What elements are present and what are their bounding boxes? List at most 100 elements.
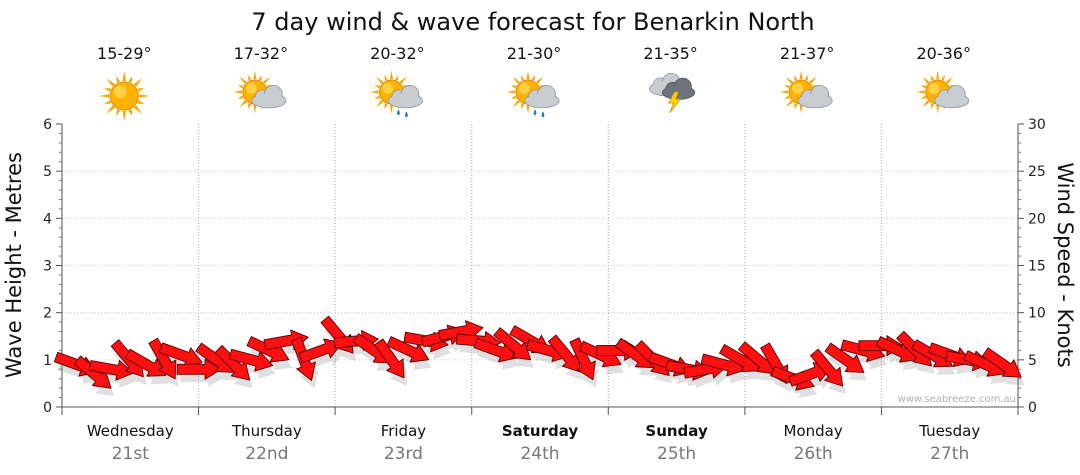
sun-ray xyxy=(376,76,384,84)
sun-ray xyxy=(106,78,116,87)
sun-ray xyxy=(247,74,252,81)
source-credit: www.seabreeze.com.au xyxy=(898,394,1016,405)
sun-ray xyxy=(115,75,121,83)
rain-drop xyxy=(541,111,545,118)
sun-ray xyxy=(139,94,150,98)
sun-ray xyxy=(922,76,930,84)
sun-ray xyxy=(394,74,399,81)
sun-ray xyxy=(237,95,244,100)
wind-speed-axis-title: Wind Speed - Knots xyxy=(1053,162,1077,367)
wind-arrow xyxy=(386,336,430,363)
temperature-label: 21-37° xyxy=(780,44,835,63)
sun-ray xyxy=(115,109,121,117)
sun-ray xyxy=(133,78,143,87)
sun-highlight xyxy=(113,85,127,99)
wave-tick-label: 3 xyxy=(43,259,52,275)
sun-ray xyxy=(104,87,112,92)
sun-ray xyxy=(794,103,798,110)
day-name-label: Friday xyxy=(381,422,427,440)
temperature-label: 20-36° xyxy=(916,44,971,63)
sun-ray xyxy=(785,100,794,108)
sun-ray xyxy=(506,90,516,94)
sun-ray xyxy=(512,76,520,84)
sun-ray xyxy=(930,74,935,81)
sun-ray xyxy=(374,95,381,100)
wave-tick-label: 2 xyxy=(43,306,52,322)
wind-arrow xyxy=(176,358,222,380)
partly-cloudy-icon xyxy=(916,70,970,114)
sun-ray xyxy=(936,104,940,114)
wind-arrow xyxy=(810,348,844,387)
temperature-label: 21-30° xyxy=(507,44,562,63)
day-header: 15-29° 17-32° 20-32° 21-30° 21-35° 21-37° 20-3… xyxy=(97,44,971,122)
cloud-fill xyxy=(526,93,558,107)
wind-tick-label: 30 xyxy=(1028,117,1046,133)
wind-arrow xyxy=(214,345,251,381)
sun-ray xyxy=(247,103,252,110)
sun-ray xyxy=(536,76,544,84)
cloud-shape xyxy=(524,85,560,109)
sun-ray xyxy=(262,76,271,84)
sun-ray xyxy=(510,84,517,89)
sun-ray xyxy=(369,90,379,94)
cloud-shape xyxy=(934,85,970,109)
wind-arrows xyxy=(53,315,1022,391)
day-date-label: 25th xyxy=(657,444,696,464)
wind-tick-label: 20 xyxy=(1028,211,1046,227)
sun-highlight xyxy=(519,83,530,94)
sun-ray xyxy=(137,100,145,105)
sun-ray xyxy=(374,84,381,89)
wind-arrow xyxy=(124,348,167,377)
rain-drop xyxy=(533,109,537,116)
sun-ray xyxy=(239,100,247,108)
wind-tick-label: 10 xyxy=(1028,306,1046,322)
sun-ray xyxy=(531,74,536,81)
lightning-bolt xyxy=(667,91,682,114)
cloud-fill xyxy=(253,93,285,107)
wind-tick-label: 25 xyxy=(1028,164,1046,180)
sun-ray xyxy=(389,104,393,114)
cloud-shape xyxy=(387,85,423,109)
wind-tick-label: 5 xyxy=(1028,353,1037,369)
wind-arrow xyxy=(298,338,343,364)
sun-ray xyxy=(799,104,803,114)
rain-drop xyxy=(405,111,408,118)
sun-ray xyxy=(520,103,525,110)
sun-ray xyxy=(122,110,127,122)
sun-ray xyxy=(785,76,794,84)
sun-highlight xyxy=(382,83,394,94)
day-name-label: Sunday xyxy=(645,422,708,440)
sun-ray xyxy=(384,103,388,110)
rain-drop xyxy=(397,109,400,116)
temperature-label: 17-32° xyxy=(234,44,289,63)
day-name-label: Saturday xyxy=(502,422,579,440)
sun-ray xyxy=(945,76,953,84)
sun-ray xyxy=(106,105,116,114)
sun-ray xyxy=(799,70,803,80)
cloud-fill xyxy=(799,93,831,107)
sun-ray xyxy=(526,104,530,114)
sun-ray xyxy=(233,90,242,94)
sun-ray xyxy=(922,100,930,108)
wind-arrow xyxy=(148,337,177,380)
wind-arrow xyxy=(473,337,518,363)
sun-ray xyxy=(526,70,530,80)
chart-title: 7 day wind & wave forecast for Benarkin … xyxy=(251,8,814,36)
sun-ray xyxy=(389,70,393,80)
wind-tick-label: 0 xyxy=(1028,400,1037,416)
temperature-label: 20-32° xyxy=(370,44,425,63)
sun-ray xyxy=(239,76,247,84)
cloud-shape xyxy=(251,85,287,109)
day-date-label: 24th xyxy=(520,444,559,464)
wind-speed-axis: 0 5 10 15 20 25 30 xyxy=(1018,117,1046,416)
sun-ray xyxy=(920,95,927,100)
partly-cloudy-icon xyxy=(779,70,833,114)
sun-highlight xyxy=(928,83,940,94)
wave-tick-label: 4 xyxy=(43,211,52,227)
wind-arrow xyxy=(493,327,532,361)
sun-ray xyxy=(930,103,935,110)
sunny-icon xyxy=(99,70,150,122)
wave-height-axis: 0 1 2 3 4 5 6 xyxy=(43,117,62,416)
sun-ray xyxy=(384,74,388,81)
cloud-fill xyxy=(936,93,968,107)
